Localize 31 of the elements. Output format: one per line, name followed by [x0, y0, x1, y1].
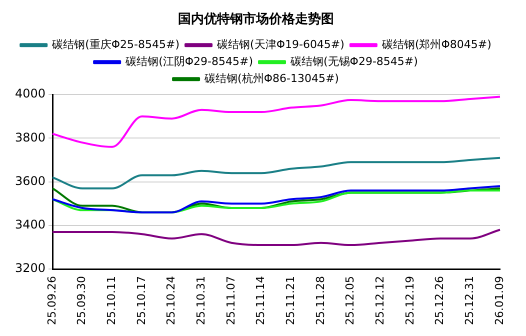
y-tick-label: 3200: [14, 261, 46, 276]
y-tick-label: 4000: [14, 86, 46, 101]
line-series: [52, 156, 501, 190]
x-tick-label: 25.12.19: [403, 276, 416, 325]
x-tick-label: 25.10.17: [134, 276, 148, 325]
x-tick-label: 25.11.07: [224, 276, 238, 325]
x-tick-label: 26.01.09: [492, 276, 506, 325]
x-tick-label: 25.11.14: [254, 276, 268, 325]
legend-label: 碳结钢(郑州Φ8045#): [380, 38, 492, 51]
legend-label: 碳结钢(重庆Φ25-8545#): [51, 38, 180, 51]
x-tick-label: 25.09.26: [45, 276, 58, 325]
y-tick-label: 3800: [14, 130, 46, 144]
x-tick-label: 25.11.21: [284, 276, 298, 325]
legend-label: 碳结钢(江阴Φ29-8545#): [124, 54, 254, 68]
x-tick-label: 25.10.31: [194, 276, 208, 325]
x-tick-label: 25.10.24: [164, 276, 178, 325]
legend-label: 碳结钢(杭州Φ86-13045#): [204, 72, 339, 85]
line-series: [52, 96, 501, 148]
x-tick-label: 25.12.31: [463, 276, 476, 325]
x-tick-label: 25.09.30: [75, 276, 88, 325]
x-tick-label: 25.12.26: [433, 276, 446, 325]
legend-label: 碳结钢(无锡Φ29-8545#): [290, 54, 418, 68]
x-tick-label: 25.10.11: [105, 276, 118, 325]
x-tick-label: 25.12.05: [344, 276, 357, 325]
y-tick-label: 3400: [14, 218, 46, 232]
line-series: [52, 228, 501, 246]
x-tick-label: 25.11.28: [314, 276, 327, 325]
x-tick-label: 25.12.12: [374, 276, 387, 325]
chart-title: 国内优特钢市场价格走势图: [178, 11, 334, 28]
legend-label: 碳结钢(天津Φ19-6045#): [216, 38, 344, 51]
y-tick-label: 3600: [14, 174, 46, 188]
